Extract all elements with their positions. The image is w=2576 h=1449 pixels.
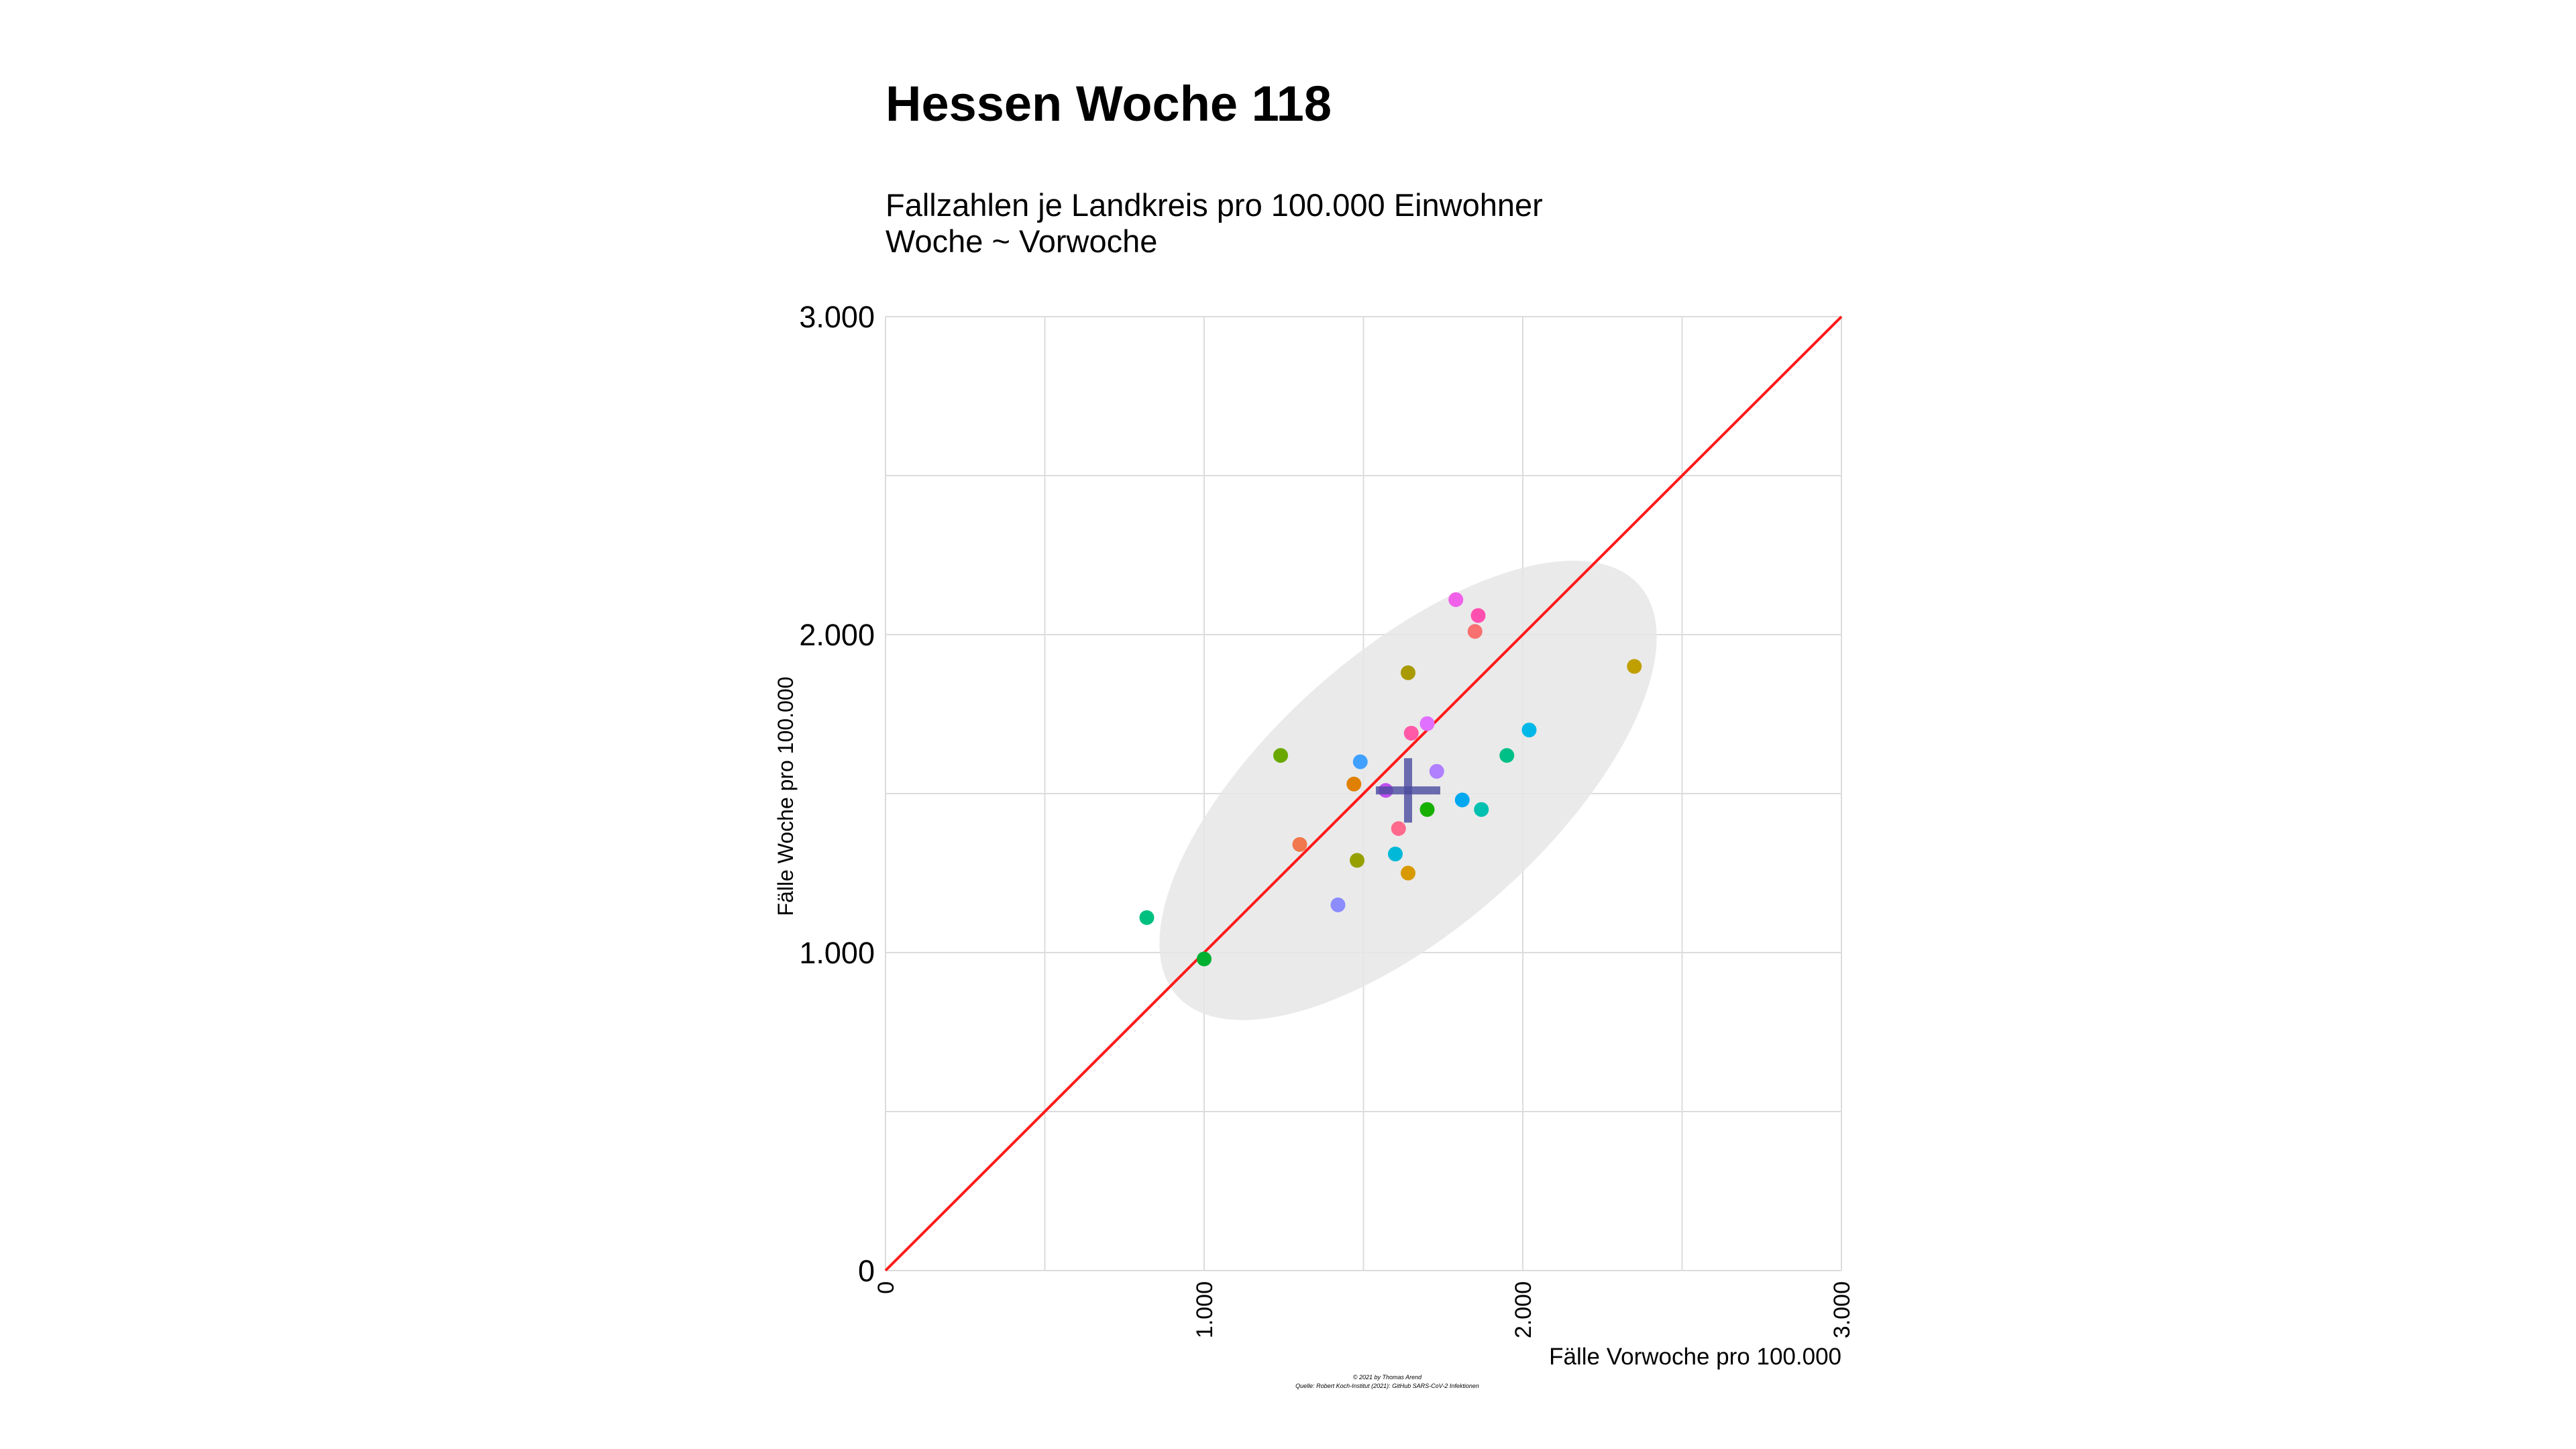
data-point — [1429, 763, 1444, 779]
chart-title: Hessen Woche 118 — [885, 76, 1332, 131]
data-point — [1401, 865, 1415, 881]
caption-line-2: Quelle: Robert Koch-Institut (2021): Git… — [1295, 1383, 1479, 1389]
mean-marker — [1376, 758, 1440, 823]
x-axis-title: Fälle Vorwoche pro 100.000 — [1549, 1344, 1841, 1370]
data-point — [1448, 592, 1464, 607]
chart-subtitle-line-1: Fallzahlen je Landkreis pro 100.000 Einw… — [885, 187, 1543, 223]
data-point — [1352, 754, 1368, 769]
data-point — [1627, 659, 1642, 674]
data-point — [1454, 792, 1470, 808]
data-point — [1403, 725, 1419, 741]
identity-reference-line — [884, 315, 1843, 1272]
data-point — [1467, 624, 1483, 639]
data-point — [1388, 847, 1403, 862]
y-tick-label: 0 — [858, 1254, 875, 1288]
data-point — [1330, 897, 1346, 912]
data-point — [1292, 837, 1307, 852]
chart-subtitle-line-2: Woche ~ Vorwoche — [885, 223, 1157, 259]
y-axis-title: Fälle Woche pro 100.000 — [773, 677, 798, 916]
data-point — [1470, 608, 1486, 623]
data-point — [1346, 776, 1362, 792]
data-points — [1139, 592, 1642, 967]
data-point — [1474, 802, 1489, 817]
x-tick-label: 0 — [873, 1281, 899, 1294]
y-tick-label: 2.000 — [799, 618, 875, 652]
y-axis-tick-labels: 0 1.000 2.000 3.000 — [799, 300, 875, 1288]
caption-line-1: © 2021 by Thomas Arend — [1353, 1374, 1422, 1381]
data-point — [1419, 802, 1435, 817]
data-point — [1273, 748, 1288, 763]
y-tick-label: 3.000 — [799, 300, 875, 334]
data-point — [1197, 951, 1212, 967]
data-point — [1139, 910, 1155, 925]
plot-area — [884, 315, 1843, 1272]
data-point — [1391, 821, 1406, 837]
x-axis-tick-labels: 0 1.000 2.000 3.000 — [873, 1281, 1855, 1338]
data-point — [1499, 748, 1515, 763]
x-tick-label: 3.000 — [1829, 1281, 1855, 1338]
data-point — [1401, 665, 1415, 680]
y-tick-label: 1.000 — [799, 936, 875, 970]
data-point — [1521, 722, 1537, 738]
data-point — [1350, 853, 1364, 868]
x-tick-label: 2.000 — [1511, 1281, 1536, 1338]
x-tick-label: 1.000 — [1192, 1281, 1218, 1338]
data-point — [1419, 716, 1435, 731]
